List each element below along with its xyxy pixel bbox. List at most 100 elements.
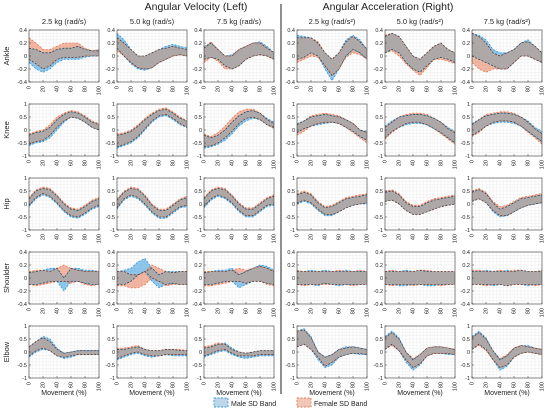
x-tick-label: 0 bbox=[383, 382, 389, 385]
y-tick-label: 0 bbox=[112, 54, 115, 60]
panel-knee-2: -1 -0.5 0 0.5 1 0 20 40 60 80 100 bbox=[106, 102, 191, 169]
y-tick-label: -0.2 bbox=[374, 289, 383, 295]
x-tick-label: 100 bbox=[365, 160, 371, 169]
female-band-edge bbox=[385, 189, 455, 206]
y-tick-label: -0.4 bbox=[374, 80, 383, 86]
y-tick-label: -0.2 bbox=[461, 289, 470, 295]
band-group bbox=[385, 269, 455, 287]
x-tick-label: 40 bbox=[143, 234, 149, 240]
x-tick-label: 60 bbox=[512, 86, 518, 92]
row-label: Elbow bbox=[2, 341, 11, 362]
band-group bbox=[29, 335, 99, 359]
y-tick-label: -0.2 bbox=[374, 67, 383, 73]
band-group bbox=[117, 107, 187, 149]
x-tick-label: 80 bbox=[258, 160, 264, 166]
y-tick-label: 0 bbox=[24, 350, 27, 356]
x-tick-label: 40 bbox=[55, 308, 61, 314]
x-tick-label: 40 bbox=[143, 308, 149, 314]
row-label: Ankle bbox=[2, 47, 11, 66]
panel-elbow-3: -1 -0.5 0 0.5 1 0 20 40 60 80 100 Movement (%) bbox=[193, 324, 278, 397]
panel-elbow-5: -1 -0.5 0 0.5 1 0 20 40 60 80 100 Movement (%) bbox=[374, 324, 459, 397]
overlap-band-edge bbox=[297, 199, 367, 215]
x-tick-label: 40 bbox=[498, 382, 504, 388]
y-tick-label: 0.2 bbox=[19, 263, 27, 269]
legend-swatch-male bbox=[213, 397, 229, 408]
overlap-band bbox=[385, 270, 455, 285]
x-tick-label: 20 bbox=[129, 308, 135, 314]
x-tick-label: 80 bbox=[171, 234, 177, 240]
male-band-edge bbox=[472, 112, 542, 132]
overlap-band bbox=[204, 266, 274, 285]
x-tick-label: 60 bbox=[425, 382, 431, 388]
x-tick-label: 60 bbox=[69, 160, 75, 166]
overlap-band-edge bbox=[204, 194, 274, 216]
y-tick-label: -1 bbox=[465, 228, 470, 234]
x-tick-label: 0 bbox=[295, 234, 301, 237]
y-tick-label: 0 bbox=[380, 202, 383, 208]
y-tick-label: 0 bbox=[199, 202, 202, 208]
group-title-velocity: Angular Velocity (Left) bbox=[145, 1, 248, 13]
x-tick-label: 100 bbox=[185, 234, 191, 243]
overlap-band bbox=[29, 337, 99, 358]
band-group bbox=[29, 110, 99, 146]
band-group bbox=[204, 186, 274, 218]
x-tick-label: 0 bbox=[470, 382, 476, 385]
y-tick-label: 0.5 bbox=[19, 189, 27, 195]
y-tick-label: -0.4 bbox=[286, 80, 295, 86]
x-tick-label: 60 bbox=[337, 308, 343, 314]
y-tick-label: -1 bbox=[378, 154, 383, 160]
y-tick-label: -1 bbox=[22, 154, 27, 160]
overlap-band-edge bbox=[385, 190, 455, 207]
band-group bbox=[204, 108, 274, 149]
male-band-edge bbox=[472, 330, 542, 361]
x-tick-label: 0 bbox=[27, 382, 33, 385]
x-tick-label: 60 bbox=[425, 234, 431, 240]
y-tick-label: -0.5 bbox=[286, 141, 295, 147]
y-tick-label: -1 bbox=[110, 154, 115, 160]
x-tick-label: 0 bbox=[202, 382, 208, 385]
male-band-edge bbox=[204, 117, 274, 149]
x-tick-label: 40 bbox=[411, 86, 417, 92]
overlap-band-edge bbox=[472, 343, 542, 368]
y-tick-label: 0.5 bbox=[287, 337, 295, 343]
band-group bbox=[385, 330, 455, 371]
x-tick-label: 100 bbox=[540, 160, 546, 169]
band-group bbox=[117, 257, 187, 289]
y-tick-label: -0.5 bbox=[461, 141, 470, 147]
y-tick-label: -1 bbox=[110, 376, 115, 382]
overlap-band-edge bbox=[29, 193, 99, 218]
x-tick-label: 100 bbox=[365, 86, 371, 95]
y-tick-label: 1 bbox=[380, 324, 383, 330]
y-tick-label: -1 bbox=[22, 228, 27, 234]
y-tick-label: 0.5 bbox=[375, 115, 383, 121]
female-band-edge bbox=[472, 187, 542, 208]
y-tick-label: 1 bbox=[112, 102, 115, 108]
x-tick-label: 60 bbox=[512, 382, 518, 388]
y-tick-label: -0.5 bbox=[106, 215, 115, 221]
x-tick-label: 20 bbox=[41, 86, 47, 92]
y-tick-label: -0.5 bbox=[461, 363, 470, 369]
legend: Male SD Band Female SD Band bbox=[213, 397, 367, 408]
group-title-acceleration: Angular Acceleration (Right) bbox=[323, 1, 454, 13]
y-tick-label: 0.2 bbox=[107, 41, 115, 47]
y-tick-label: 0.5 bbox=[287, 115, 295, 121]
x-tick-label: 20 bbox=[309, 308, 315, 314]
y-tick-label: 0.4 bbox=[19, 28, 27, 34]
x-tick-label: 80 bbox=[526, 234, 532, 240]
overlap-band-edge bbox=[29, 337, 99, 354]
x-tick-label: 20 bbox=[484, 86, 490, 92]
y-tick-label: -0.4 bbox=[461, 80, 470, 86]
x-tick-label: 100 bbox=[97, 86, 103, 95]
male-band-edge bbox=[297, 200, 367, 217]
x-tick-label: 20 bbox=[41, 382, 47, 388]
x-tick-label: 0 bbox=[470, 234, 476, 237]
column-title: 2.5 kg (rad/s) bbox=[42, 17, 87, 26]
overlap-band-edge bbox=[472, 332, 542, 361]
male-band-edge bbox=[297, 343, 367, 369]
panel-knee-6: -1 -0.5 0 0.5 1 0 20 40 60 80 100 bbox=[461, 102, 546, 169]
x-tick-label: 60 bbox=[425, 308, 431, 314]
overlap-band-edge bbox=[117, 351, 187, 359]
x-tick-label: 20 bbox=[397, 86, 403, 92]
y-tick-label: 0.4 bbox=[287, 28, 295, 34]
y-tick-label: 0 bbox=[292, 128, 295, 134]
